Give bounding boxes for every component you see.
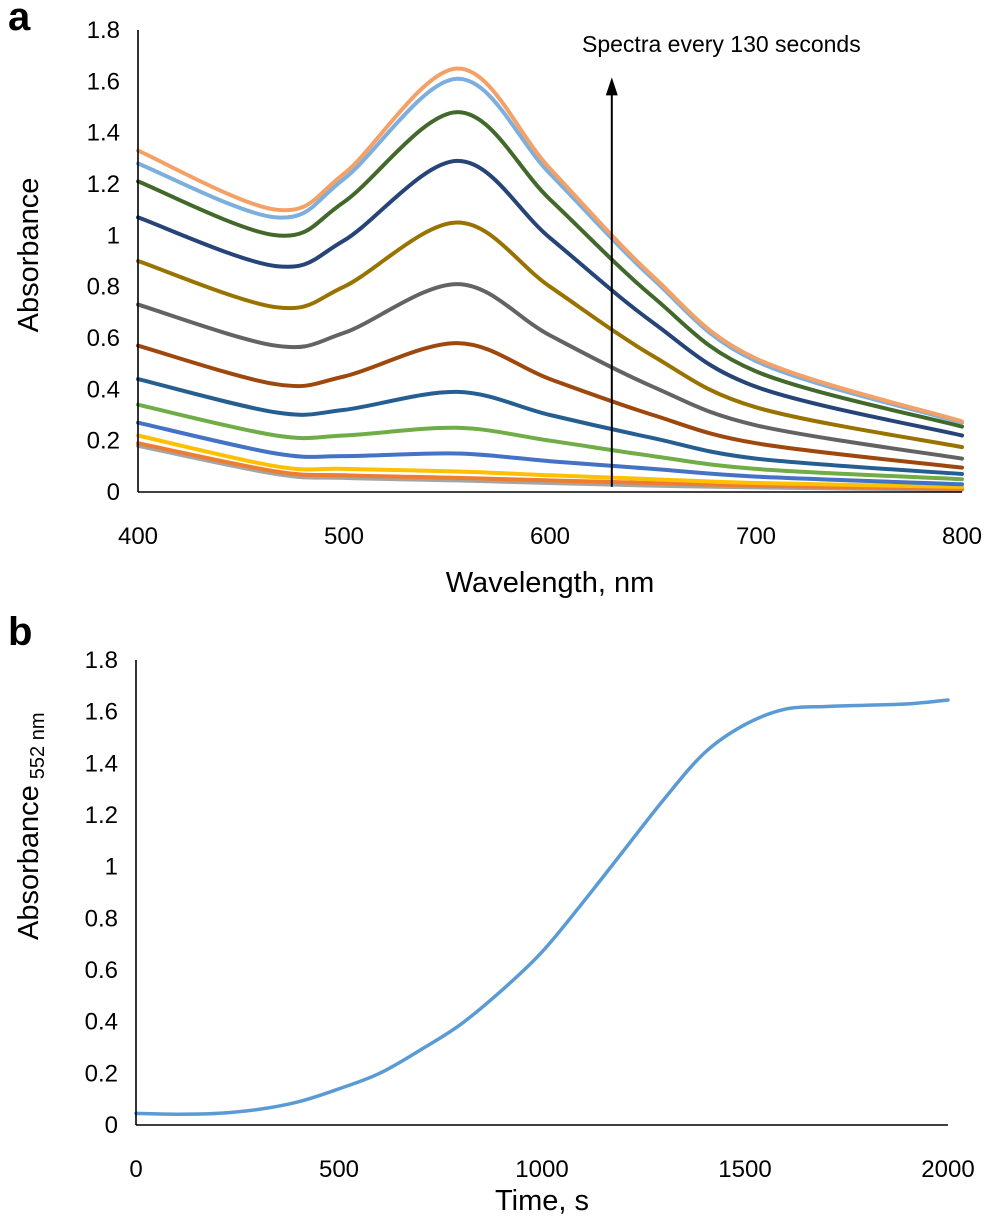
series-line-spectrum-6 [136,377,964,476]
y-tick-label: 0.4 [85,1009,118,1036]
panel-a-x-axis-title: Wavelength, nm [446,567,654,599]
panel-b-y-axis-title-main: Absorbance [13,785,45,940]
y-tick-label: 1.8 [85,647,118,674]
y-tick-label: 1.6 [87,68,120,95]
panel-b-y-tick-labels: 0 0.2 0.4 0.6 0.8 1 1.2 1.4 1.6 1.8 [85,647,118,1139]
y-tick-label: 0.2 [87,428,120,455]
y-tick-label: 1 [105,854,118,881]
series-line-spectrum-5 [136,402,964,482]
x-tick-label: 500 [319,1156,359,1183]
panel-b-series-group [134,698,950,1116]
panel-a-y-axis-title: Absorbance [13,178,45,333]
series-line-spectrum-2 [136,441,964,491]
series-line-spectrum-3 [136,433,964,489]
y-tick-label: 0.8 [85,905,118,932]
y-tick-label: 1.4 [87,120,120,147]
x-tick-label: 600 [530,523,570,550]
y-tick-label: 1.4 [85,750,118,777]
series-line-spectrum-7 [136,341,964,470]
annotation-arrow-head [605,77,618,96]
y-tick-label: 0.2 [85,1060,118,1087]
panel-b-y-axis-title: Absorbance 552 nm [13,713,49,941]
series-line-spectrum-4 [136,420,964,487]
y-tick-label: 1.2 [87,171,120,198]
y-tick-label: 0.4 [87,376,120,403]
y-tick-label: 1.6 [85,699,118,726]
x-tick-label: 0 [129,1156,142,1183]
x-tick-label: 2000 [921,1156,974,1183]
panel-a-y-tick-labels: 0 0.2 0.4 0.6 0.8 1 1.2 1.4 1.6 1.8 [87,17,120,506]
panel-a-series-group [136,66,964,492]
x-tick-label: 1000 [515,1156,568,1183]
y-tick-label: 0 [105,1112,118,1139]
y-tick-label: 0 [107,479,120,506]
series-line-absorbance-552nm [134,698,950,1116]
panel-a-x-tick-labels: 400 500 600 700 800 [118,523,982,550]
series-line-spectrum-11 [136,110,964,429]
y-tick-label: 0.6 [87,325,120,352]
panel-b-kinetics-chart: b 0 0.2 0.4 0.6 0.8 1 1.2 1.4 1.6 1.8 0 500 1000 150… [8,610,975,1217]
panel-b-x-axis-title: Time, s [495,1185,589,1217]
y-tick-label: 1 [107,222,120,249]
panel-label-a: a [8,0,31,39]
x-tick-label: 700 [736,523,776,550]
x-tick-label: 1500 [718,1156,771,1183]
panel-a-arrow [605,77,618,487]
series-line-spectrum-8 [136,282,964,461]
panel-a-spectra-chart: a 0 0.2 0.4 0.6 0.8 1 1.2 1.4 1.6 1.8 400 500 600 70… [8,0,982,599]
panel-a-annotation: Spectra every 130 seconds [582,31,861,57]
series-line-spectrum-10 [136,158,964,438]
panel-label-b: b [8,610,32,654]
series-line-spectrum-13 [136,66,964,424]
y-tick-label: 0.8 [87,274,120,301]
y-tick-label: 1.2 [85,802,118,829]
x-tick-label: 400 [118,523,158,550]
x-tick-label: 500 [324,523,364,550]
y-tick-label: 1.8 [87,17,120,44]
y-tick-label: 0.6 [85,957,118,984]
panel-b-y-axis-title-subscript: 552 nm [27,713,49,780]
x-tick-label: 800 [942,523,982,550]
series-line-spectrum-12 [136,76,964,425]
series-line-spectrum-9 [136,220,964,450]
panel-b-x-tick-labels: 0 500 1000 1500 2000 [129,1156,974,1183]
